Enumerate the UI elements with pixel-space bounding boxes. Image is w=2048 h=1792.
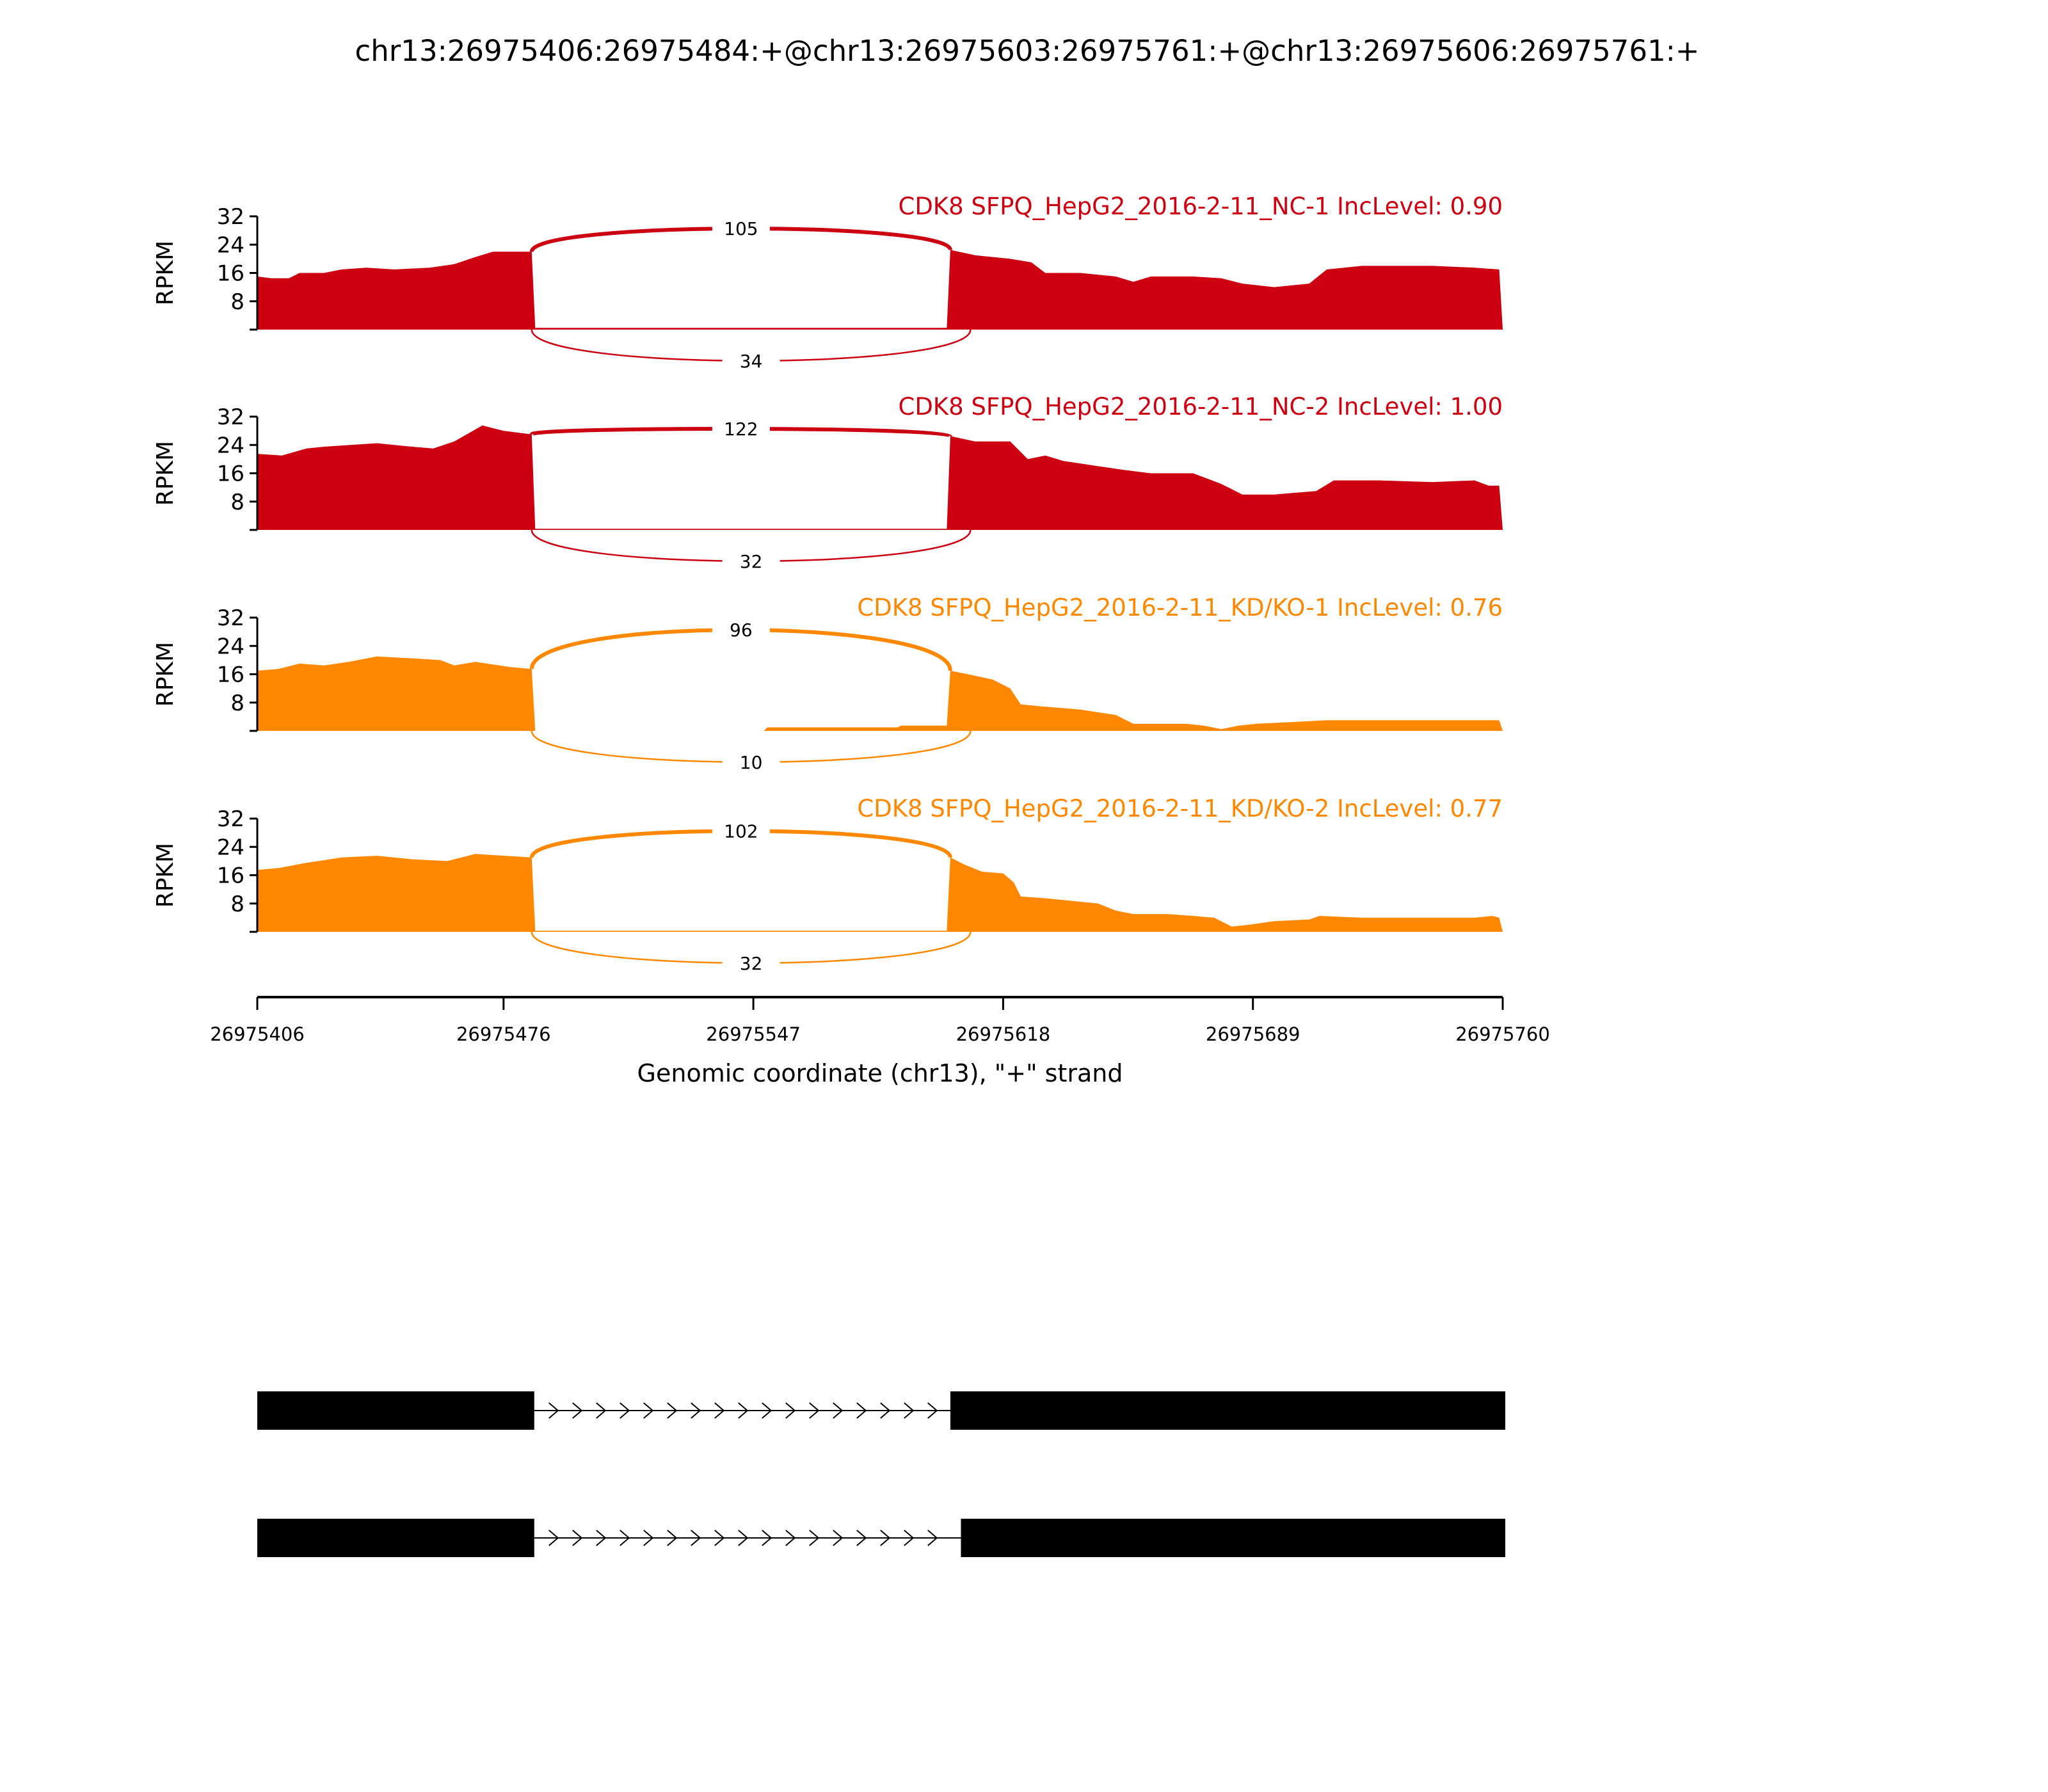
sample-label: CDK8 SFPQ_HepG2_2016-2-11_NC-2 IncLevel:… bbox=[898, 393, 1503, 420]
junction-label-box bbox=[712, 216, 770, 242]
strand-arrow-icon bbox=[880, 1530, 891, 1546]
strand-arrow-icon bbox=[762, 1530, 772, 1546]
strand-arrow-icon bbox=[904, 1530, 915, 1546]
strand-arrow-icon bbox=[762, 1402, 772, 1419]
strand-arrow-icon bbox=[714, 1402, 725, 1419]
strand-arrow-icon bbox=[667, 1530, 678, 1546]
strand-arrow-icon bbox=[620, 1530, 630, 1546]
y-tick-label: 16 bbox=[217, 863, 244, 889]
junction-label-box bbox=[722, 548, 780, 574]
strand-arrow-icon bbox=[548, 1530, 559, 1546]
y-tick-label: 16 bbox=[217, 662, 244, 688]
sample-label: CDK8 SFPQ_HepG2_2016-2-11_KD/KO-1 IncLev… bbox=[857, 594, 1503, 621]
y-tick-label: 8 bbox=[230, 289, 244, 315]
y-tick-label: 32 bbox=[217, 204, 244, 230]
x-axis-label: Genomic coordinate (chr13), "+" strand bbox=[637, 1059, 1123, 1087]
y-tick-label: 32 bbox=[217, 806, 244, 832]
strand-arrow-icon bbox=[643, 1530, 654, 1546]
x-tick-label: 26975618 bbox=[956, 1023, 1051, 1045]
strand-arrow-icon bbox=[904, 1402, 915, 1419]
strand-arrow-icon bbox=[596, 1530, 607, 1546]
strand-arrow-icon bbox=[880, 1402, 891, 1419]
strand-arrow-icon bbox=[572, 1530, 583, 1546]
sample-label: CDK8 SFPQ_HepG2_2016-2-11_KD/KO-2 IncLev… bbox=[857, 795, 1503, 822]
junction-label-box bbox=[722, 950, 780, 976]
junction-label-box bbox=[722, 749, 780, 775]
strand-arrow-icon bbox=[927, 1402, 938, 1419]
strand-arrow-icon bbox=[714, 1530, 725, 1546]
exon-block bbox=[257, 1519, 534, 1557]
gene-models bbox=[257, 1391, 1505, 1557]
strand-arrow-icon bbox=[809, 1402, 820, 1419]
inclusion-junction-count: 105 bbox=[724, 218, 758, 239]
strand-arrow-icon bbox=[738, 1530, 749, 1546]
junction-label-box bbox=[712, 416, 770, 442]
y-tick-label: 24 bbox=[217, 634, 244, 659]
strand-arrow-icon bbox=[785, 1402, 796, 1419]
strand-arrow-icon bbox=[833, 1402, 844, 1419]
sample-panel: 8 16 24 32 RPKM CDK8 SFPQ_HepG2_2016-2-11_KD/… bbox=[152, 795, 1503, 976]
strand-arrow-icon bbox=[927, 1530, 938, 1546]
exon-block bbox=[257, 1391, 534, 1430]
skipping-junction-count: 32 bbox=[740, 551, 763, 572]
x-axis: 26975406 26975476 26975547 26975618 26975689… bbox=[210, 996, 1550, 1045]
strand-arrow-icon bbox=[785, 1530, 796, 1546]
inclusion-junction-count: 122 bbox=[724, 419, 758, 440]
sample-label: CDK8 SFPQ_HepG2_2016-2-11_NC-1 IncLevel:… bbox=[898, 193, 1503, 220]
coverage-area bbox=[257, 854, 1503, 932]
strand-arrow-icon bbox=[572, 1402, 583, 1419]
x-tick-label: 26975760 bbox=[1455, 1023, 1550, 1045]
y-axis-label: RPKM bbox=[152, 241, 179, 305]
sample-panel: 8 16 24 32 RPKM CDK8 SFPQ_HepG2_2016-2-11_KD/… bbox=[152, 594, 1503, 775]
y-tick-label: 32 bbox=[217, 605, 244, 631]
y-tick-label: 8 bbox=[230, 892, 244, 917]
strand-arrow-icon bbox=[548, 1402, 559, 1419]
skipping-junction-count: 10 bbox=[740, 752, 763, 773]
strand-arrow-icon bbox=[691, 1530, 701, 1546]
x-tick-label: 26975406 bbox=[210, 1023, 305, 1045]
inclusion-junction-count: 102 bbox=[724, 820, 758, 842]
coverage-area bbox=[257, 425, 1503, 530]
y-tick-label: 16 bbox=[217, 461, 244, 487]
exon-block bbox=[950, 1391, 1505, 1430]
y-tick-label: 24 bbox=[217, 433, 244, 458]
exon-block bbox=[961, 1519, 1505, 1557]
junction-label-box bbox=[722, 348, 780, 374]
chart-title: chr13:26975406:26975484:+@chr13:26975603… bbox=[355, 34, 1700, 68]
transcript-model bbox=[257, 1519, 1505, 1557]
y-tick-label: 16 bbox=[217, 261, 244, 287]
skipping-junction-count: 34 bbox=[740, 351, 763, 372]
strand-arrow-icon bbox=[667, 1402, 678, 1419]
y-axis-label: RPKM bbox=[152, 843, 179, 908]
strand-arrow-icon bbox=[691, 1402, 701, 1419]
inclusion-junction-count: 96 bbox=[730, 620, 753, 641]
strand-arrow-icon bbox=[620, 1402, 630, 1419]
strand-arrow-icon bbox=[738, 1402, 749, 1419]
strand-arrow-icon bbox=[856, 1402, 867, 1419]
transcript-model bbox=[257, 1391, 1505, 1430]
y-tick-label: 24 bbox=[217, 835, 244, 860]
strand-arrow-icon bbox=[643, 1402, 654, 1419]
strand-arrow-icon bbox=[833, 1530, 844, 1546]
y-axis-label: RPKM bbox=[152, 642, 179, 707]
coverage-area bbox=[257, 250, 1503, 330]
junction-label-box bbox=[712, 617, 770, 643]
x-tick-label: 26975476 bbox=[456, 1023, 551, 1045]
y-axis-label: RPKM bbox=[152, 441, 179, 506]
skipping-junction-count: 32 bbox=[740, 953, 763, 974]
sample-panel: 8 16 24 32 RPKM CDK8 SFPQ_HepG2_2016-2-11_NC-… bbox=[152, 393, 1503, 574]
coverage-area bbox=[257, 656, 1503, 731]
strand-arrow-icon bbox=[856, 1530, 867, 1546]
junction-label-box bbox=[712, 818, 770, 844]
y-tick-label: 24 bbox=[217, 232, 244, 258]
x-tick-label: 26975547 bbox=[706, 1023, 801, 1045]
x-tick-label: 26975689 bbox=[1206, 1023, 1300, 1045]
y-tick-label: 32 bbox=[217, 404, 244, 430]
strand-arrow-icon bbox=[809, 1530, 820, 1546]
y-tick-label: 8 bbox=[230, 691, 244, 716]
strand-arrow-icon bbox=[596, 1402, 607, 1419]
y-tick-label: 8 bbox=[230, 490, 244, 515]
